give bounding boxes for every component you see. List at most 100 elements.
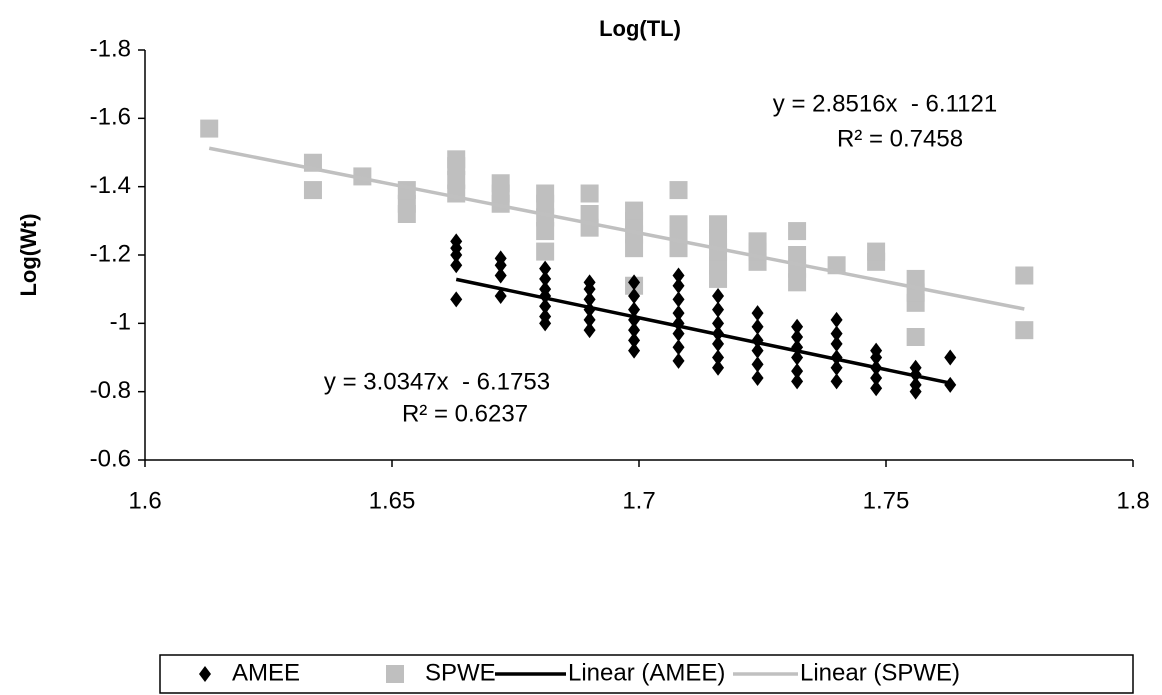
point <box>672 291 685 308</box>
y-tick-label: -0.6 <box>90 445 131 472</box>
point <box>583 311 596 328</box>
point <box>751 356 764 373</box>
point <box>870 380 883 397</box>
point <box>788 246 807 264</box>
point <box>539 298 552 315</box>
y-tick-label: -1.6 <box>90 104 131 131</box>
point <box>494 288 507 304</box>
point <box>583 322 596 339</box>
equation: y = 3.0347x - 6.1753 <box>324 368 550 395</box>
point <box>909 376 922 393</box>
point <box>709 269 728 288</box>
point <box>491 174 510 193</box>
point <box>830 311 843 328</box>
point <box>200 119 219 138</box>
point <box>672 277 685 294</box>
point <box>494 250 507 267</box>
point <box>539 281 552 298</box>
point <box>450 257 463 274</box>
point <box>870 342 883 359</box>
point <box>628 274 641 291</box>
point <box>791 363 804 380</box>
point <box>906 269 925 288</box>
legend-marker <box>199 666 211 682</box>
point <box>447 150 466 169</box>
point <box>788 273 807 292</box>
point <box>712 288 725 304</box>
point <box>909 359 922 376</box>
point <box>669 215 688 234</box>
point <box>672 267 685 284</box>
x-tick-label: 1.65 <box>369 487 416 514</box>
point <box>450 291 463 308</box>
y-axis-title: Log(Wt) <box>16 213 41 296</box>
point <box>539 308 552 325</box>
point <box>944 349 957 366</box>
point <box>751 370 764 386</box>
y-tick-label: -0.8 <box>90 377 131 404</box>
x-tick-label: 1.8 <box>1116 487 1149 514</box>
legend-label: Linear (SPWE) <box>800 659 960 686</box>
point <box>303 181 322 200</box>
point <box>791 329 804 345</box>
point <box>791 373 804 390</box>
point <box>709 215 728 234</box>
point <box>447 170 466 189</box>
point <box>397 194 416 213</box>
point <box>712 359 725 376</box>
point <box>536 222 555 241</box>
r-squared: R² = 0.7458 <box>837 125 963 152</box>
point <box>450 233 463 250</box>
point <box>748 232 767 251</box>
legend-marker <box>386 665 404 683</box>
point <box>830 359 843 376</box>
point <box>672 325 685 342</box>
point <box>628 332 641 349</box>
point <box>709 256 728 275</box>
point <box>580 184 599 203</box>
point <box>672 352 685 369</box>
point <box>539 260 552 277</box>
point <box>712 301 725 318</box>
point <box>628 342 641 359</box>
point <box>830 373 843 390</box>
point <box>625 201 644 220</box>
point <box>494 267 507 284</box>
point <box>583 274 596 291</box>
point <box>709 228 728 247</box>
point <box>791 349 804 366</box>
y-tick-label: -1.2 <box>90 240 131 267</box>
trendline <box>455 277 951 385</box>
point <box>830 335 843 352</box>
point <box>539 270 552 287</box>
y-tick-label: -1 <box>110 309 131 336</box>
legend-label: Linear (AMEE) <box>568 659 725 686</box>
point <box>628 288 641 304</box>
point <box>712 349 725 366</box>
point <box>625 239 644 258</box>
point <box>583 291 596 308</box>
y-tick-label: -1.8 <box>90 35 131 62</box>
x-tick-label: 1.75 <box>863 487 910 514</box>
point <box>669 181 688 200</box>
point <box>536 242 555 261</box>
x-tick-label: 1.7 <box>622 487 655 514</box>
trendline <box>208 146 1025 311</box>
point <box>867 242 886 261</box>
point <box>788 222 807 241</box>
point <box>628 322 641 339</box>
legend-label: AMEE <box>232 659 300 686</box>
point <box>1015 321 1034 340</box>
point <box>751 305 764 322</box>
point <box>672 339 685 356</box>
point <box>580 205 599 223</box>
chart-title: Log(TL) <box>599 16 681 41</box>
point <box>712 335 725 352</box>
legend-box <box>159 654 1134 694</box>
point <box>712 315 725 332</box>
point <box>628 301 641 318</box>
point <box>751 318 764 335</box>
x-tick-label: 1.6 <box>128 487 161 514</box>
